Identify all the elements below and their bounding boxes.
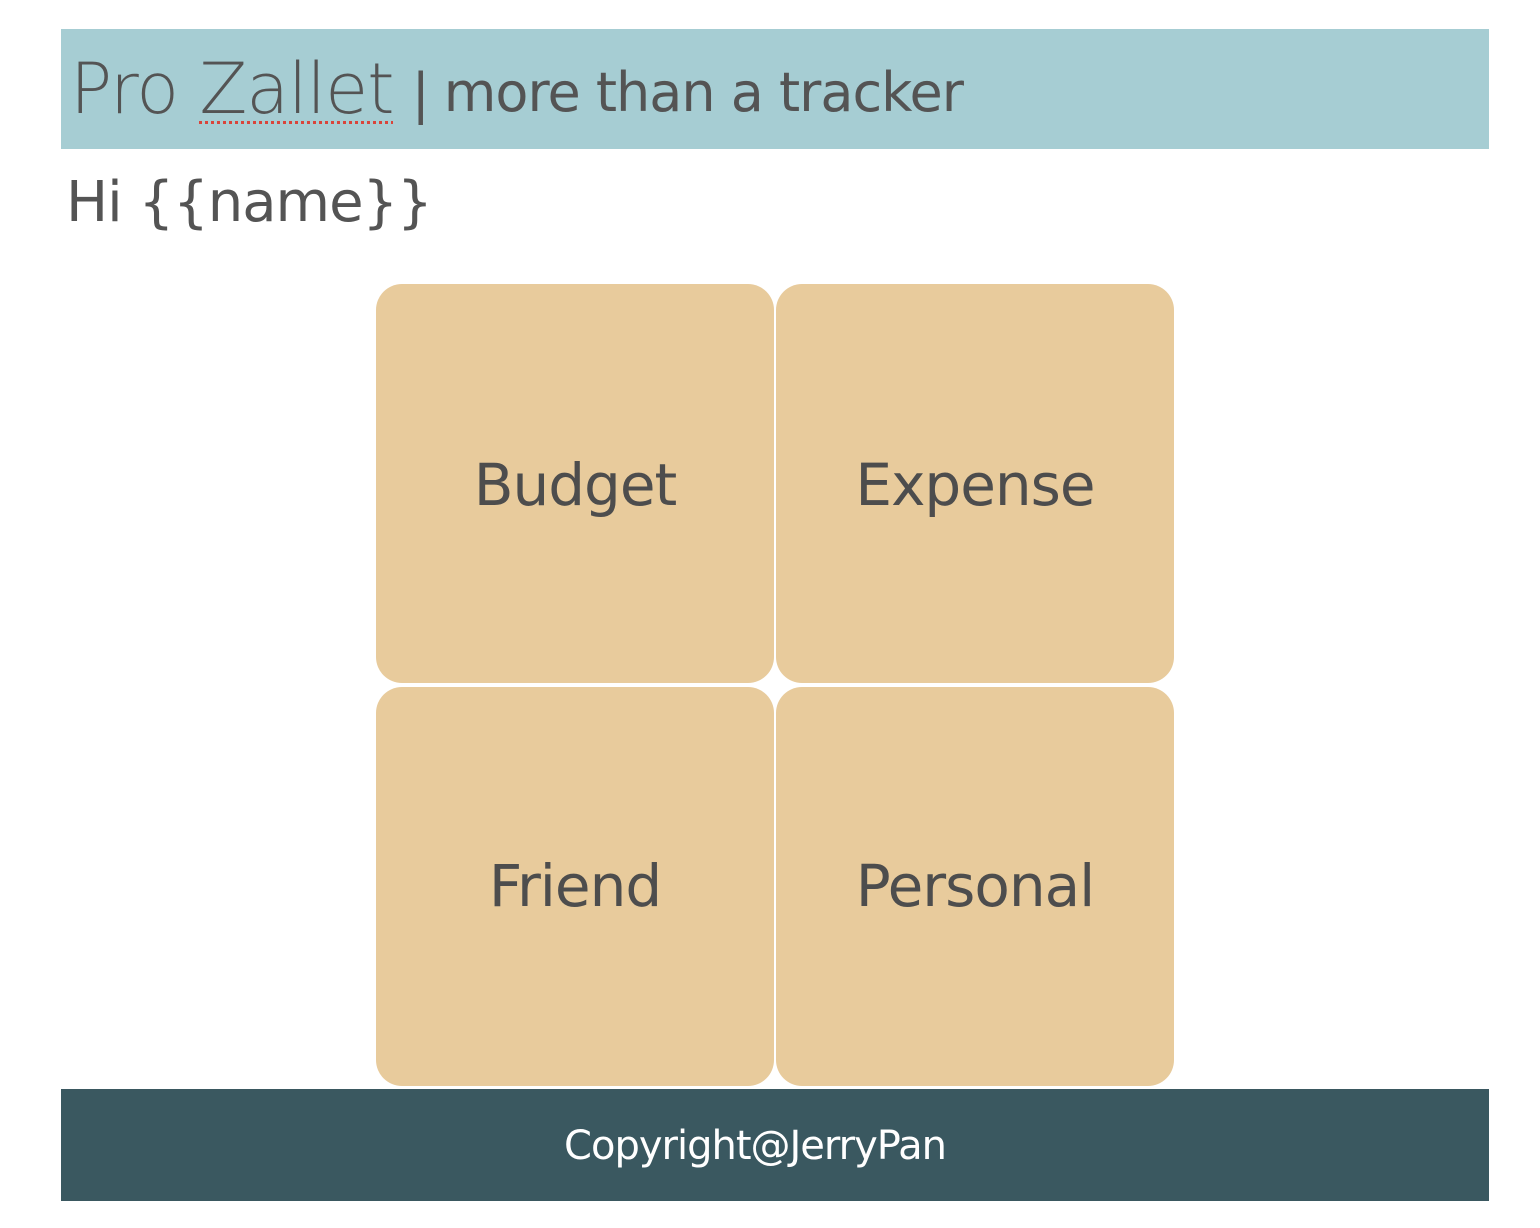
app-title-word-zallet: Zallet xyxy=(199,48,394,130)
header-bar: Pro Zallet | more than a tracker xyxy=(61,29,1489,149)
menu-tile-grid: Budget Expense Friend Personal xyxy=(376,284,1174,1086)
friend-tile-label: Friend xyxy=(488,851,662,920)
title-separator: | xyxy=(411,62,430,125)
expense-tile-label: Expense xyxy=(855,450,1095,519)
greeting-text: Hi {{name}} xyxy=(66,170,433,235)
app-title-word-pro: Pro xyxy=(70,48,179,130)
budget-tile-button[interactable]: Budget xyxy=(376,284,774,683)
personal-tile-label: Personal xyxy=(855,851,1096,920)
copyright-text: Copyright@JerryPan xyxy=(564,1123,947,1169)
budget-tile-label: Budget xyxy=(473,450,678,519)
personal-tile-button[interactable]: Personal xyxy=(776,687,1174,1086)
expense-tile-button[interactable]: Expense xyxy=(776,284,1174,683)
app-tagline: more than a tracker xyxy=(443,61,964,124)
friend-tile-button[interactable]: Friend xyxy=(376,687,774,1086)
app-title: Pro Zallet xyxy=(70,54,395,124)
footer-bar: Copyright@JerryPan xyxy=(61,1089,1489,1201)
